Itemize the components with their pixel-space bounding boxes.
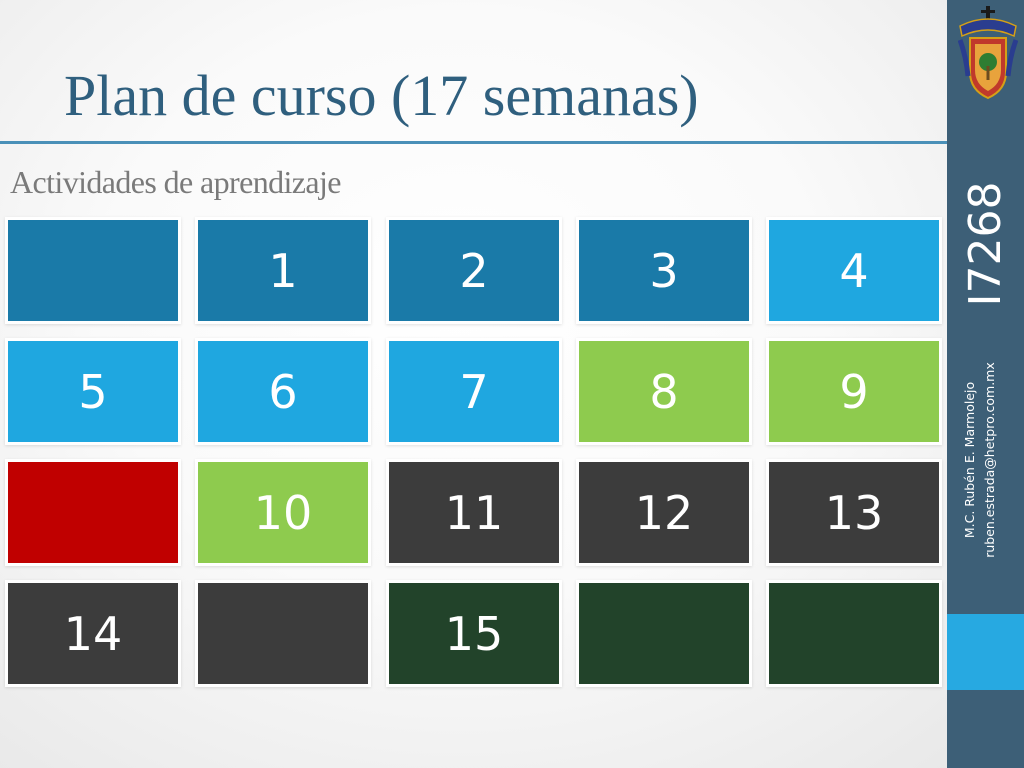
author-email: ruben.estrada@hetpro.com.mx bbox=[982, 362, 997, 558]
week-tile-label: 10 bbox=[253, 485, 313, 540]
week-tile: 4 bbox=[769, 220, 939, 321]
week-tile: 10 bbox=[198, 462, 368, 563]
week-tile: 9 bbox=[769, 341, 939, 442]
sidebar-accent-band bbox=[947, 614, 1024, 690]
week-tile-label: 2 bbox=[459, 243, 489, 298]
week-tile-label: 4 bbox=[839, 243, 869, 298]
week-tile: 5 bbox=[8, 341, 178, 442]
week-tile-label: 12 bbox=[634, 485, 694, 540]
week-tile: 1 bbox=[198, 220, 368, 321]
week-tile: 7 bbox=[389, 341, 559, 442]
week-tile: 2 bbox=[389, 220, 559, 321]
week-tile bbox=[579, 583, 749, 684]
week-tile-label: 8 bbox=[649, 364, 679, 419]
week-tile: 3 bbox=[579, 220, 749, 321]
university-crest-icon bbox=[958, 6, 1018, 100]
week-tile-label: 7 bbox=[459, 364, 489, 419]
week-tile: 8 bbox=[579, 341, 749, 442]
course-code-text: I7268 bbox=[960, 181, 1011, 307]
week-tile: 15 bbox=[389, 583, 559, 684]
week-tile: 14 bbox=[8, 583, 178, 684]
week-tile-label: 13 bbox=[824, 485, 884, 540]
week-tile-label: 5 bbox=[78, 364, 108, 419]
slide-subtitle: Actividades de aprendizaje bbox=[10, 164, 342, 200]
week-tile-label: 14 bbox=[63, 606, 123, 661]
week-tile: 12 bbox=[579, 462, 749, 563]
author-name: M.C. Rubén E. Marmolejo bbox=[962, 381, 977, 539]
week-tile-label: 15 bbox=[444, 606, 504, 661]
week-tile-label: 6 bbox=[268, 364, 298, 419]
week-tile bbox=[8, 220, 178, 321]
week-tile: 11 bbox=[389, 462, 559, 563]
week-tile: 13 bbox=[769, 462, 939, 563]
week-tile bbox=[769, 583, 939, 684]
title-divider bbox=[0, 141, 947, 144]
week-tile-label: 9 bbox=[839, 364, 869, 419]
week-tile-label: 1 bbox=[268, 243, 298, 298]
slide-title: Plan de curso (17 semanas) bbox=[64, 63, 699, 128]
week-tile-grid: 1 2 3 4 5 6 7 8 9 10 11 12 13 14 15 bbox=[8, 220, 939, 684]
week-tile bbox=[8, 462, 178, 563]
week-tile: 6 bbox=[198, 341, 368, 442]
week-tile-label: 11 bbox=[444, 485, 504, 540]
week-tile bbox=[198, 583, 368, 684]
week-tile-label: 3 bbox=[649, 243, 679, 298]
